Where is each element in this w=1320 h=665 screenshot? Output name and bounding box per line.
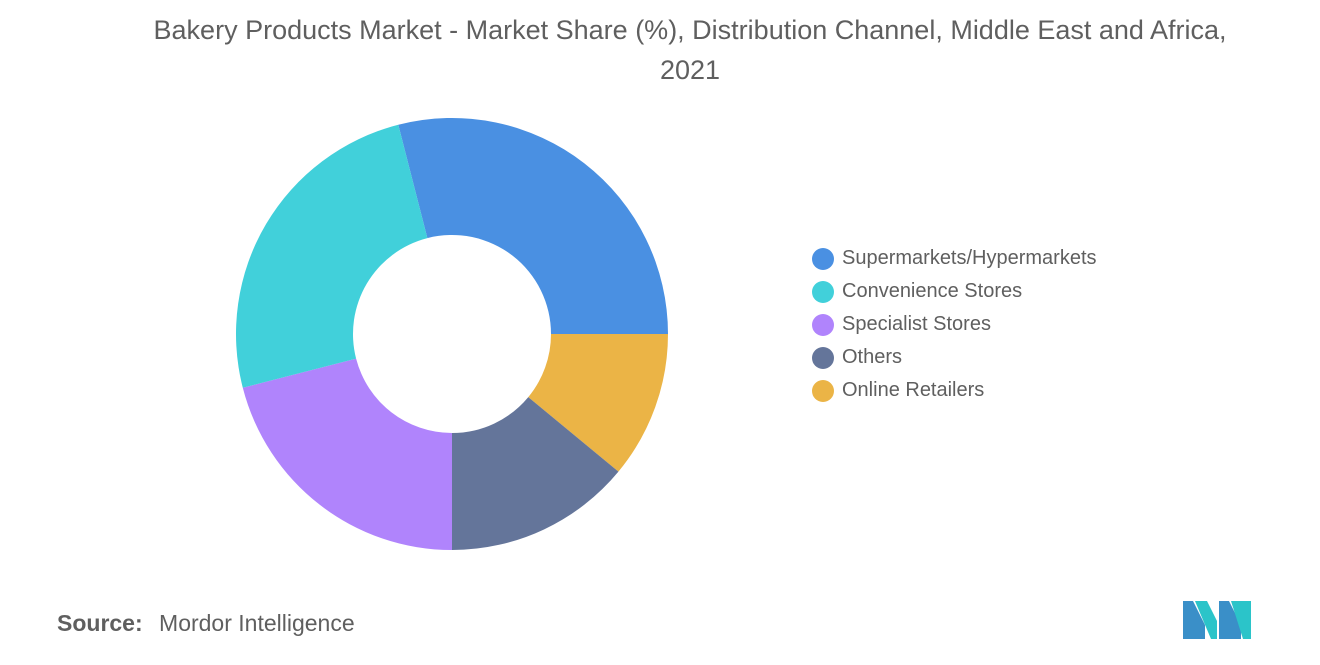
donut-slice-online-retailers xyxy=(528,334,668,472)
legend-swatch xyxy=(812,379,834,402)
chart-legend: Supermarkets/Hypermarkets Convenience Sto… xyxy=(812,242,1097,407)
mordor-intelligence-logo-icon xyxy=(1183,601,1251,639)
legend-item: Specialist Stores xyxy=(812,308,1097,341)
source-label: Source: xyxy=(57,610,143,636)
donut-slice-supermarkets-hypermarkets xyxy=(398,117,668,334)
legend-swatch xyxy=(812,313,834,336)
legend-label: Others xyxy=(842,346,903,368)
chart-title: Bakery Products Market - Market Share (%… xyxy=(153,15,1227,85)
legend-swatch xyxy=(812,280,834,303)
legend-item: Convenience Stores xyxy=(812,275,1097,308)
legend-label: Supermarkets/Hypermarkets xyxy=(842,247,1097,269)
source-note: Source: Mordor Intelligence xyxy=(57,610,355,637)
source-value: Mordor Intelligence xyxy=(159,610,355,636)
legend-swatch xyxy=(812,247,834,270)
donut-slice-convenience-stores xyxy=(236,124,428,388)
donut-slice-specialist-stores xyxy=(242,358,452,550)
legend-swatch xyxy=(812,346,834,369)
legend-label: Specialist Stores xyxy=(842,313,991,335)
donut-slice-others xyxy=(452,397,619,550)
legend-item: Supermarkets/Hypermarkets xyxy=(812,242,1097,275)
legend-label: Online Retailers xyxy=(842,379,985,401)
legend-item: Others xyxy=(812,341,1097,374)
legend-item: Online Retailers xyxy=(812,374,1097,407)
legend-label: Convenience Stores xyxy=(842,280,1023,302)
